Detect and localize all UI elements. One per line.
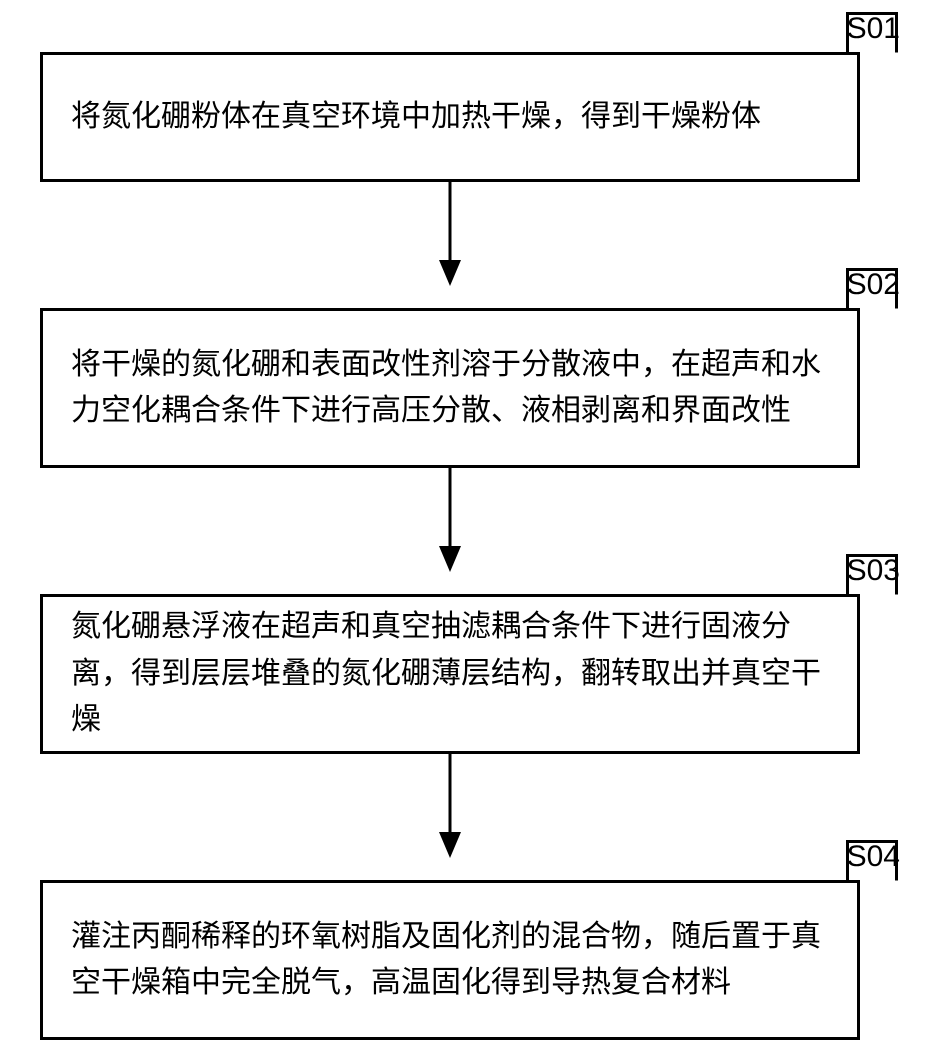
step-callout (846, 840, 898, 882)
step-text: 氮化硼悬浮液在超声和真空抽滤耦合条件下进行固液分离，得到层层堆叠的氮化硼薄层结构… (71, 604, 829, 744)
step-callout (846, 268, 898, 310)
flow-arrow (40, 468, 860, 572)
step-box: 灌注丙酮稀释的环氧树脂及固化剂的混合物，随后置于真空干燥箱中完全脱气，高温固化得… (40, 880, 860, 1040)
step-text: 将干燥的氮化硼和表面改性剂溶于分散液中，在超声和水力空化耦合条件下进行高压分散、… (71, 342, 829, 435)
step-text: 灌注丙酮稀释的环氧树脂及固化剂的混合物，随后置于真空干燥箱中完全脱气，高温固化得… (71, 914, 829, 1007)
step-box: 将干燥的氮化硼和表面改性剂溶于分散液中，在超声和水力空化耦合条件下进行高压分散、… (40, 308, 860, 468)
flow-arrow (40, 754, 860, 858)
step-text: 将氮化硼粉体在真空环境中加热干燥，得到干燥粉体 (71, 94, 761, 141)
step-box: 将氮化硼粉体在真空环境中加热干燥，得到干燥粉体 (40, 52, 860, 182)
step-block-s01: S01 将氮化硼粉体在真空环境中加热干燥，得到干燥粉体 (40, 30, 898, 182)
flow-arrow (40, 182, 860, 286)
step-block-s04: S04 灌注丙酮稀释的环氧树脂及固化剂的混合物，随后置于真空干燥箱中完全脱气，高… (40, 858, 898, 1040)
step-callout (846, 554, 898, 596)
step-block-s03: S03 氮化硼悬浮液在超声和真空抽滤耦合条件下进行固液分离，得到层层堆叠的氮化硼… (40, 572, 898, 754)
step-box: 氮化硼悬浮液在超声和真空抽滤耦合条件下进行固液分离，得到层层堆叠的氮化硼薄层结构… (40, 594, 860, 754)
step-callout (846, 12, 898, 54)
step-block-s02: S02 将干燥的氮化硼和表面改性剂溶于分散液中，在超声和水力空化耦合条件下进行高… (40, 286, 898, 468)
